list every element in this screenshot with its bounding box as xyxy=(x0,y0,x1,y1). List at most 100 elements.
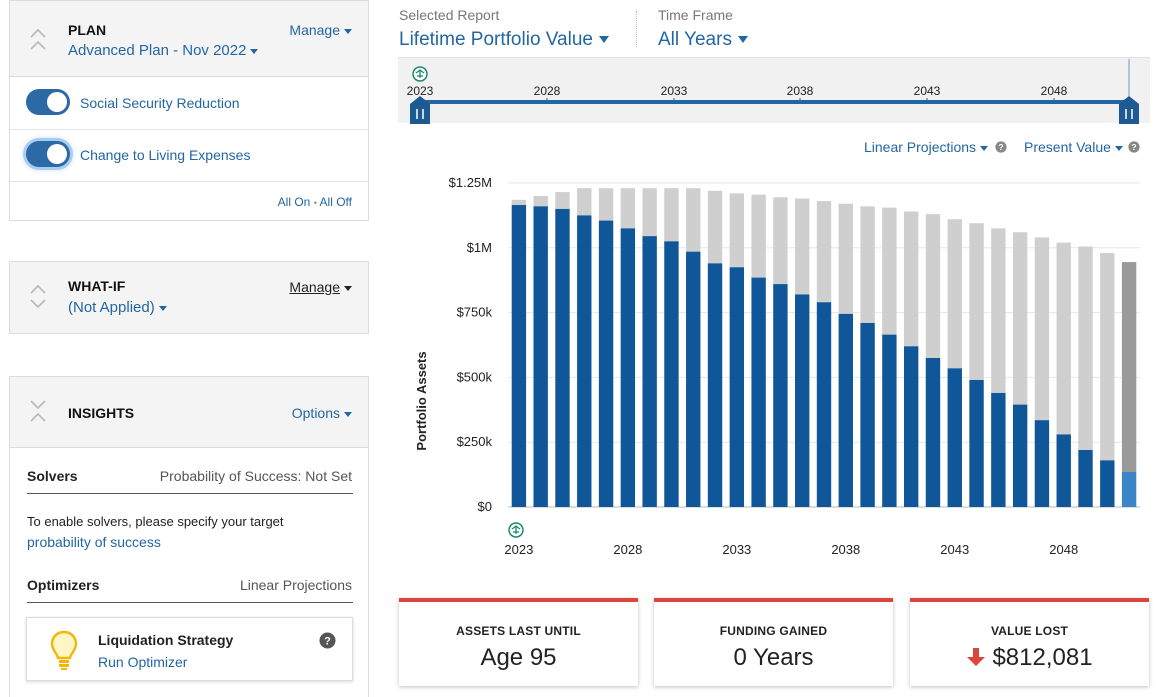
caret-down-icon xyxy=(344,411,352,417)
bar-segment-secondary[interactable] xyxy=(1078,246,1093,450)
bar-segment-secondary[interactable] xyxy=(577,188,592,216)
bar-segment-secondary[interactable] xyxy=(838,203,853,314)
probability-of-success-link[interactable]: probability of success xyxy=(27,534,161,550)
bar-segment-primary[interactable] xyxy=(1121,472,1137,507)
bar-segment-secondary[interactable] xyxy=(511,199,527,206)
bar-segment-secondary[interactable] xyxy=(533,195,548,207)
bar-segment-primary[interactable] xyxy=(903,346,919,507)
bar-segment-primary[interactable] xyxy=(642,236,657,508)
bar-segment-primary[interactable] xyxy=(598,220,614,508)
optimizer-title: Liquidation Strategy xyxy=(98,632,234,648)
down-arrow-icon xyxy=(967,648,986,666)
bar-segment-secondary[interactable] xyxy=(773,197,788,285)
bar-segment-secondary[interactable] xyxy=(664,188,679,242)
liquidation-strategy-card[interactable]: Liquidation Strategy Run Optimizer ? xyxy=(26,617,353,681)
svg-text:?: ? xyxy=(324,636,331,648)
whatif-selector[interactable]: (Not Applied) xyxy=(68,299,167,316)
bar-segment-secondary[interactable] xyxy=(555,192,570,209)
separator: • xyxy=(313,198,317,208)
bar-segment-secondary[interactable] xyxy=(795,198,810,295)
help-icon[interactable]: ? xyxy=(995,141,1007,153)
timeline-slider[interactable]: 2023 2028 2033 2038 2043 2048 xyxy=(398,57,1150,124)
all-on-link[interactable]: All On xyxy=(277,195,311,209)
portfolio-chart: $0$250k$500k$750k$1M$1.25M 2023 2028 2033 2… xyxy=(414,175,1140,557)
bar-segment-secondary[interactable] xyxy=(903,211,919,347)
plan-manage-menu[interactable]: Manage xyxy=(289,22,352,38)
social-security-toggle[interactable] xyxy=(26,89,70,115)
selected-report-dropdown[interactable]: Lifetime Portfolio Value xyxy=(399,29,609,51)
bar-segment-primary[interactable] xyxy=(729,267,745,507)
y-tick-label: $250k xyxy=(457,434,493,449)
bar-segment-secondary[interactable] xyxy=(860,206,875,323)
bar-segment-primary[interactable] xyxy=(1034,420,1050,507)
bar-segment-primary[interactable] xyxy=(751,277,766,507)
svg-text:?: ? xyxy=(998,142,1003,152)
bar-segment-primary[interactable] xyxy=(620,228,636,508)
bar-segment-primary[interactable] xyxy=(991,392,1006,507)
bar-segment-primary[interactable] xyxy=(1078,449,1093,507)
bar-segment-secondary[interactable] xyxy=(1012,232,1028,405)
bar-segment-primary[interactable] xyxy=(1056,434,1071,507)
bar-segment-secondary[interactable] xyxy=(751,194,766,278)
bar-segment-secondary[interactable] xyxy=(642,188,657,237)
bar-segment-primary[interactable] xyxy=(882,334,897,507)
timeline-end-handle[interactable] xyxy=(1119,96,1139,124)
bar-segment-primary[interactable] xyxy=(1012,404,1028,507)
bar-segment-primary[interactable] xyxy=(664,241,679,507)
bar-segment-primary[interactable] xyxy=(707,263,723,507)
bar-segment-primary[interactable] xyxy=(795,294,810,507)
bar-segment-secondary[interactable] xyxy=(1056,242,1071,435)
help-icon[interactable]: ? xyxy=(1128,141,1140,153)
y-tick-label: $750k xyxy=(457,305,493,320)
bar-segment-secondary[interactable] xyxy=(1034,237,1050,421)
bar-segment-secondary[interactable] xyxy=(969,223,984,380)
living-expenses-toggle[interactable] xyxy=(26,141,70,167)
bar-segment-secondary[interactable] xyxy=(620,188,636,229)
bar-segment-primary[interactable] xyxy=(555,208,570,508)
bar-segment-primary[interactable] xyxy=(925,357,941,507)
bar-segment-secondary[interactable] xyxy=(925,214,941,358)
help-icon[interactable]: ? xyxy=(319,632,336,649)
bar-segment-primary[interactable] xyxy=(947,368,962,507)
card-value: 0 Years xyxy=(733,644,814,671)
x-tick-label: 2028 xyxy=(613,542,642,557)
bar-segment-primary[interactable] xyxy=(860,322,875,507)
bar-segment-secondary[interactable] xyxy=(816,201,832,303)
whatif-manage-menu[interactable]: Manage xyxy=(289,279,352,295)
bar-segment-primary[interactable] xyxy=(838,313,853,507)
run-optimizer-link[interactable]: Run Optimizer xyxy=(98,654,188,670)
expand-collapse-icon[interactable] xyxy=(28,283,48,313)
bar-segment-secondary[interactable] xyxy=(882,207,897,335)
bar-segment-primary[interactable] xyxy=(686,251,701,507)
plan-selector[interactable]: Advanced Plan - Nov 2022 xyxy=(68,42,259,59)
bar-segment-primary[interactable] xyxy=(511,205,527,508)
bar-segment-primary[interactable] xyxy=(969,379,984,507)
optimizers-label: Optimizers xyxy=(27,577,100,593)
all-off-link[interactable]: All Off xyxy=(319,195,352,209)
bar-segment-secondary[interactable] xyxy=(598,188,614,221)
bar-segment-primary[interactable] xyxy=(533,206,548,507)
projection-dropdown[interactable]: Linear Projections xyxy=(864,139,989,155)
bar-segment-primary[interactable] xyxy=(773,284,788,507)
plan-panel: PLAN Advanced Plan - Nov 2022 Manage Soc… xyxy=(9,0,369,221)
card-title: FUNDING GAINED xyxy=(719,624,828,638)
collapse-chevron-icon[interactable] xyxy=(28,397,48,427)
timeline-tick-label: 2023 xyxy=(407,84,434,98)
time-frame-dropdown[interactable]: All Years xyxy=(658,29,748,51)
timeline-tick-label: 2028 xyxy=(534,84,561,98)
bar-segment-secondary[interactable] xyxy=(1100,252,1115,461)
bar-segment-secondary[interactable] xyxy=(991,228,1006,393)
insights-options-menu[interactable]: Options xyxy=(292,405,352,421)
bar-segment-secondary[interactable] xyxy=(707,190,723,264)
bar-segment-secondary[interactable] xyxy=(686,188,701,252)
bar-segment-primary[interactable] xyxy=(577,215,592,507)
value-mode-dropdown[interactable]: Present Value xyxy=(1024,139,1123,155)
y-axis-ticks: $0 $250k $500k $750k $1M $1.25M xyxy=(449,175,493,514)
bar-segment-primary[interactable] xyxy=(1100,460,1115,507)
bar-segment-secondary[interactable] xyxy=(947,219,962,369)
bar-segment-secondary[interactable] xyxy=(729,193,745,268)
timeline-start-handle[interactable] xyxy=(410,96,430,124)
bar-segment-primary[interactable] xyxy=(816,302,832,507)
bar-segment-secondary[interactable] xyxy=(1121,262,1137,473)
collapse-chevron-icon[interactable] xyxy=(28,27,48,57)
